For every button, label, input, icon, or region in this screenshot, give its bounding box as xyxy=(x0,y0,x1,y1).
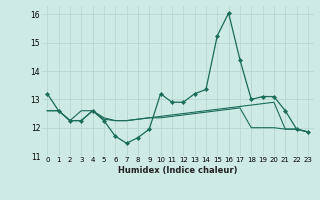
X-axis label: Humidex (Indice chaleur): Humidex (Indice chaleur) xyxy=(118,166,237,175)
